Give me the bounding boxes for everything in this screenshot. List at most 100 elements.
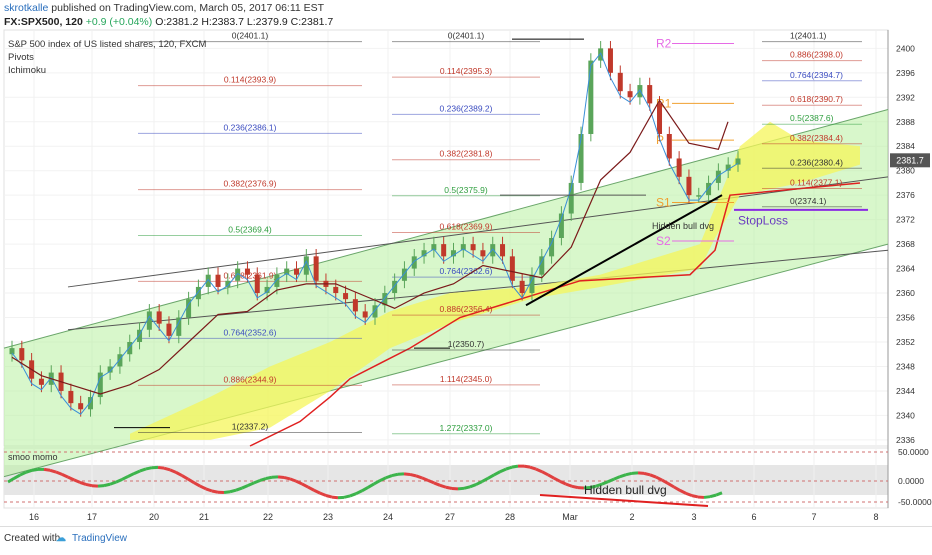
osc-segment [524,466,530,467]
candle-body [343,293,348,299]
fib-right-label: 0.764(2394.7) [790,70,843,80]
candle-body [412,256,417,268]
osc-segment [206,489,212,491]
candle-body [637,85,642,97]
x-tick-label: 22 [263,512,273,522]
last-price-label: 2381.7 [896,155,924,165]
fib-left-label: 0(2401.1) [232,31,269,41]
fib-mid-label: 0.618(2369.9) [440,221,493,231]
candle-body [500,244,505,256]
candle-body [706,183,711,195]
candle-body [657,103,662,134]
fib-right-label: 0.5(2387.6) [790,113,834,123]
candle-body [196,287,201,299]
candle-body [117,354,122,366]
fib-mid-label: 0.114(2395.3) [440,66,492,76]
fib-left-label: 0.236(2386.1) [224,122,277,132]
osc-segment [650,475,656,477]
fib-mid-label: 0(2401.1) [448,31,485,41]
y-tick-label: 2388 [896,117,915,127]
candle-body [647,85,652,103]
candle-body [696,195,701,197]
candle-body [471,244,476,250]
candle-body [216,275,221,287]
candle-body [206,275,211,287]
stoploss-label: StopLoss [738,214,788,228]
change-value: +0.9 (+0.04%) [86,16,153,28]
osc-segment [224,492,230,493]
fib-right-label: 0.236(2380.4) [790,157,843,167]
osc-segment [506,467,512,469]
osc-segment [344,496,350,497]
ohlc-open: O:2381.2 [155,16,198,28]
y-tick-label: 2352 [896,337,915,347]
published-text: published on TradingView.com, March 05, … [51,2,324,14]
osc-segment [212,491,218,492]
osc-segment [692,496,698,497]
osc-tick-label: 0.0000 [898,476,924,486]
candle-body [166,324,171,336]
fib-right-label: 0.114(2377.1) [790,177,842,187]
candle-body [618,73,623,91]
x-tick-label: 20 [149,512,159,522]
y-tick-label: 2368 [896,239,915,249]
fib-left-label: 0.886(2344.9) [224,374,277,384]
osc-segment [26,470,32,472]
y-tick-label: 2384 [896,141,915,151]
osc-segment [260,479,266,481]
fib-mid-label: 0.886(2356.4) [440,304,493,314]
candle-body [402,269,407,281]
indicator-pivots[interactable]: Pivots [8,52,34,63]
y-tick-label: 2364 [896,264,915,274]
candle-body [716,171,721,183]
osc-segment [50,470,56,472]
candle-body [68,391,73,403]
x-tick-label: 21 [199,512,209,522]
author-link[interactable]: skrotkalle [4,2,48,14]
candle-body [333,287,338,293]
osc-segment [290,479,296,481]
candle-body [255,275,260,293]
osc-tick-label: 50.0000 [898,447,929,457]
osc-divergence-label: Hidden bull dvg [584,483,667,497]
osc-segment [410,474,416,475]
candle-body [490,244,495,256]
fib-mid-label: 1.114(2345.0) [440,374,492,384]
osc-segment [44,469,50,470]
candle-body [314,256,319,280]
fib-left-label: 0.114(2393.9) [224,75,276,85]
candle-body [373,305,378,317]
osc-segment [710,495,716,497]
osc-segment [80,482,86,484]
osc-segment [266,477,272,478]
hidden-dvg-label: Hidden bull dvg [652,221,714,231]
y-tick-label: 2400 [896,43,915,53]
candle-body [245,269,250,275]
fib-mid-label: 0.382(2381.8) [440,149,493,159]
ohlc-high: H:2383.7 [201,16,244,28]
tradingview-brand[interactable]: TradingView [72,533,127,544]
osc-segment [530,467,536,469]
y-tick-label: 2340 [896,410,915,420]
candle-body [294,269,299,275]
candle-body [628,91,633,97]
pivot-label: R2 [656,36,672,50]
osc-tick-label: -50.0000 [898,497,932,507]
candle-body [19,348,24,360]
y-tick-label: 2356 [896,313,915,323]
candle-body [274,275,279,287]
y-tick-label: 2396 [896,68,915,78]
osc-segment [704,497,710,498]
fib-left-label: 0.382(2376.9) [224,179,277,189]
fib-right-label: 0.886(2398.0) [790,50,843,60]
osc-segment [458,488,464,489]
footer-bar: Created with ☁ TradingView [0,526,932,551]
indicator-ichimoku[interactable]: Ichimoku [8,65,46,76]
y-tick-label: 2336 [896,435,915,445]
fib-mid-label: 0.236(2389.2) [440,103,493,113]
osc-segment [446,487,452,488]
osc-segment [440,485,446,487]
osc-segment [278,477,284,478]
candle-body [520,281,525,293]
